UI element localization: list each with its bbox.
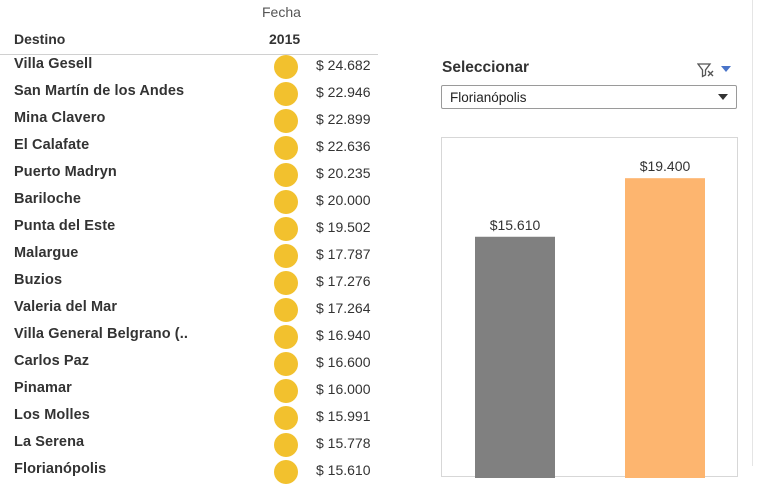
table-row[interactable]: Villa Gesell $ 24.682	[0, 54, 380, 81]
value-dot-mark[interactable]	[274, 460, 298, 484]
value-dot-mark[interactable]	[274, 55, 298, 79]
destination-price: $ 16.600	[316, 354, 371, 370]
table-row[interactable]: Mina Clavero $ 22.899	[0, 108, 380, 135]
bar-1-data-label: $15.610	[490, 217, 541, 233]
table-row[interactable]: Puerto Madryn $ 20.235	[0, 162, 380, 189]
destination-name: Buzios	[14, 272, 63, 288]
value-dot-mark[interactable]	[274, 217, 298, 241]
bar-chart-svg: $15.610 $19.400	[475, 158, 705, 478]
destination-price: $ 17.787	[316, 246, 371, 262]
destination-price: $ 19.502	[316, 219, 371, 235]
table-row[interactable]: Florianópolis $ 15.610	[0, 459, 380, 486]
destination-name: Valeria del Mar	[14, 299, 118, 315]
value-dot-mark[interactable]	[274, 244, 298, 268]
filter-clear-icon[interactable]	[697, 62, 715, 78]
destination-name: Mina Clavero	[14, 110, 106, 126]
bar-2[interactable]	[625, 178, 705, 478]
table-row[interactable]: Malargue $ 17.787	[0, 243, 380, 270]
value-dot-mark[interactable]	[274, 406, 298, 430]
row-header-destino: Destino	[14, 31, 66, 47]
table-row[interactable]: Carlos Paz $ 16.600	[0, 351, 380, 378]
chevron-down-icon	[718, 94, 728, 100]
table-row[interactable]: Villa General Belgrano (.. $ 16.940	[0, 324, 380, 351]
value-dot-mark[interactable]	[274, 352, 298, 376]
destination-name: Carlos Paz	[14, 353, 90, 369]
destination-price: $ 15.778	[316, 435, 371, 451]
destination-price: $ 16.000	[316, 381, 371, 397]
destination-price: $ 15.991	[316, 408, 371, 424]
destination-select[interactable]: Florianópolis	[441, 85, 737, 109]
destination-name: Los Molles	[14, 407, 90, 423]
value-dot-mark[interactable]	[274, 109, 298, 133]
table-header: Fecha Destino 2015	[0, 0, 378, 55]
destination-price: $ 24.682	[316, 57, 371, 73]
table-row[interactable]: Bariloche $ 20.000	[0, 189, 380, 216]
table-row[interactable]: Buzios $ 17.276	[0, 270, 380, 297]
destination-name: Malargue	[14, 245, 79, 261]
value-dot-mark[interactable]	[274, 298, 298, 322]
destination-price: $ 22.946	[316, 84, 371, 100]
destination-name: Pinamar	[14, 380, 72, 396]
table-row[interactable]: La Serena $ 15.778	[0, 432, 380, 459]
dropdown-menu-icon[interactable]	[720, 64, 732, 74]
value-dot-mark[interactable]	[274, 190, 298, 214]
destination-price: $ 16.940	[316, 327, 371, 343]
filter-title: Seleccionar	[442, 59, 530, 76]
bar-1[interactable]	[475, 236, 555, 478]
destination-name: Villa General Belgrano (..	[14, 326, 188, 342]
destination-name: Florianópolis	[14, 461, 107, 477]
value-dot-mark[interactable]	[274, 82, 298, 106]
destination-price: $ 22.899	[316, 111, 371, 127]
value-dot-mark[interactable]	[274, 136, 298, 160]
destination-name: San Martín de los Andes	[14, 83, 185, 99]
dashboard-divider	[752, 0, 753, 466]
destination-price: $ 15.610	[316, 462, 371, 478]
value-dot-mark[interactable]	[274, 271, 298, 295]
destination-select-value: Florianópolis	[450, 90, 527, 105]
column-group-header: Fecha	[262, 4, 301, 20]
comparison-chart: $15.610 $19.400	[441, 137, 738, 478]
value-dot-mark[interactable]	[274, 379, 298, 403]
table-row[interactable]: Pinamar $ 16.000	[0, 378, 380, 405]
value-dot-mark[interactable]	[274, 433, 298, 457]
destination-table: Villa Gesell $ 24.682 San Martín de los An…	[0, 54, 380, 486]
destination-name: La Serena	[14, 434, 85, 450]
destination-price: $ 20.000	[316, 192, 371, 208]
destination-name: El Calafate	[14, 137, 90, 153]
destination-price: $ 17.264	[316, 300, 371, 316]
column-header-year[interactable]: 2015	[269, 31, 301, 47]
destination-name: Villa Gesell	[14, 56, 93, 72]
destination-price: $ 22.636	[316, 138, 371, 154]
value-dot-mark[interactable]	[274, 325, 298, 349]
table-row[interactable]: Valeria del Mar $ 17.264	[0, 297, 380, 324]
value-dot-mark[interactable]	[274, 163, 298, 187]
table-row[interactable]: Los Molles $ 15.991	[0, 405, 380, 432]
destination-price: $ 17.276	[316, 273, 371, 289]
destination-name: Punta del Este	[14, 218, 116, 234]
table-row[interactable]: Punta del Este $ 19.502	[0, 216, 380, 243]
bar-2-data-label: $19.400	[640, 158, 691, 174]
destination-name: Puerto Madryn	[14, 164, 117, 180]
destination-price: $ 20.235	[316, 165, 371, 181]
destination-name: Bariloche	[14, 191, 81, 207]
table-row[interactable]: El Calafate $ 22.636	[0, 135, 380, 162]
table-row[interactable]: San Martín de los Andes $ 22.946	[0, 81, 380, 108]
